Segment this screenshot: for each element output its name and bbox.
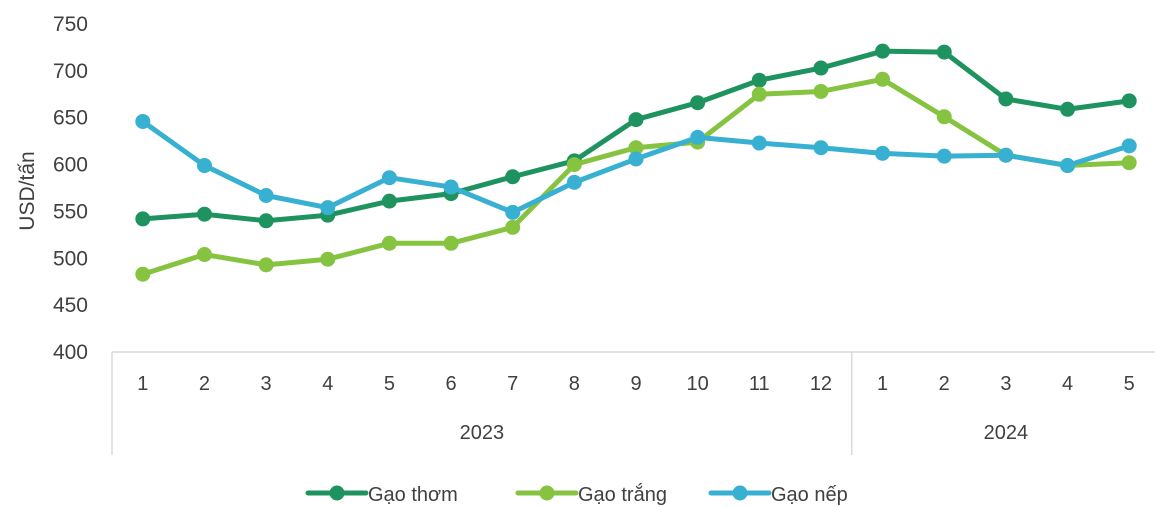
- data-point-2-8: [628, 151, 644, 167]
- month-label-6: 7: [507, 373, 518, 395]
- month-label-14: 3: [1000, 373, 1011, 395]
- data-point-0-8: [628, 112, 644, 128]
- y-tick-label-650: 650: [53, 107, 88, 130]
- series-line-2: [140, 118, 1132, 215]
- data-point-1-3: [320, 251, 336, 267]
- axes: [111, 351, 1155, 455]
- data-point-1-12: [875, 71, 891, 87]
- month-label-11: 12: [810, 373, 832, 395]
- month-label-12: 1: [877, 373, 888, 395]
- month-label-0: 1: [137, 373, 148, 395]
- month-label-15: 4: [1062, 373, 1073, 395]
- legend: Gạo thơm Gạo trắng Gạo nếp: [305, 483, 848, 506]
- data-point-0-2: [258, 213, 274, 229]
- data-point-2-2: [258, 188, 274, 203]
- data-point-1-10: [751, 86, 767, 102]
- y-tick-label-750: 750: [53, 13, 88, 36]
- data-point-2-15: [1060, 158, 1076, 174]
- legend-marker-0: [329, 485, 345, 501]
- data-point-0-16: [1121, 93, 1137, 109]
- series-line-0: [140, 48, 1132, 224]
- data-point-2-13: [936, 148, 952, 164]
- data-point-2-11: [813, 140, 829, 156]
- series-line-1: [140, 76, 1132, 277]
- legend-label-2: Gạo nếp: [771, 484, 848, 506]
- month-label-3: 4: [322, 373, 333, 395]
- legend-marker-1: [539, 485, 555, 501]
- y-tick-label-600: 600: [53, 154, 88, 177]
- y-tick-label-450: 450: [53, 294, 88, 317]
- month-label-7: 8: [569, 373, 580, 395]
- y-axis-ticks: 400 450 500 550 600 650 700 750: [53, 13, 88, 364]
- y-tick-label-500: 500: [53, 247, 88, 270]
- data-point-0-1: [196, 206, 212, 222]
- data-point-2-4: [381, 170, 397, 186]
- month-label-2: 3: [261, 373, 272, 395]
- year-label-2024: 2024: [984, 422, 1029, 444]
- data-point-2-5: [443, 179, 459, 195]
- month-label-4: 5: [384, 373, 395, 395]
- series-2: [135, 113, 1137, 220]
- legend-item-1: Gạo trắng: [515, 483, 667, 506]
- series-group: [135, 43, 1137, 282]
- data-point-0-9: [690, 95, 706, 111]
- legend-label-0: Gạo thơm: [368, 484, 458, 506]
- data-point-2-0: [135, 113, 151, 129]
- y-tick-label-700: 700: [53, 60, 88, 83]
- y-tick-label-400: 400: [53, 341, 88, 364]
- month-label-1: 2: [199, 373, 210, 395]
- data-point-1-13: [936, 109, 952, 125]
- data-point-1-1: [196, 247, 212, 263]
- data-point-2-14: [998, 147, 1014, 163]
- data-point-0-11: [813, 60, 829, 76]
- legend-item-2: Gạo nếp: [708, 484, 848, 506]
- data-point-0-12: [875, 43, 891, 59]
- data-point-0-6: [505, 169, 521, 185]
- data-point-1-7: [566, 157, 582, 173]
- legend-label-1: Gạo trắng: [578, 483, 667, 506]
- data-point-1-16: [1121, 155, 1137, 171]
- data-point-2-1: [196, 158, 212, 174]
- data-point-2-16: [1121, 138, 1137, 154]
- data-point-0-14: [998, 91, 1014, 107]
- data-point-1-11: [813, 83, 829, 99]
- legend-item-0: Gạo thơm: [305, 484, 458, 506]
- data-point-1-6: [505, 219, 521, 235]
- data-point-2-6: [505, 204, 521, 220]
- year-label-2023: 2023: [460, 422, 505, 444]
- data-point-1-8: [628, 140, 644, 156]
- month-label-10: 11: [749, 373, 770, 395]
- y-tick-label-550: 550: [53, 200, 88, 223]
- y-axis-title: USD/tấn: [16, 151, 39, 230]
- month-label-13: 2: [939, 373, 950, 395]
- month-label-16: 5: [1124, 373, 1135, 395]
- data-point-0-13: [936, 44, 952, 60]
- data-point-0-10: [751, 72, 767, 88]
- month-label-8: 9: [630, 373, 641, 395]
- data-point-1-5: [443, 235, 459, 251]
- data-point-0-15: [1060, 101, 1076, 117]
- data-point-1-0: [135, 266, 151, 282]
- series-1: [135, 71, 1137, 282]
- data-point-2-9: [690, 129, 706, 145]
- data-point-1-2: [258, 257, 274, 273]
- data-point-2-7: [566, 174, 582, 190]
- data-point-2-12: [875, 145, 891, 161]
- month-label-5: 6: [445, 373, 456, 395]
- data-point-0-4: [381, 193, 397, 209]
- data-point-2-10: [751, 135, 767, 151]
- month-label-9: 10: [687, 373, 709, 395]
- legend-marker-2: [732, 485, 748, 501]
- data-point-2-3: [320, 200, 336, 216]
- data-point-0-0: [135, 211, 151, 227]
- data-point-1-4: [381, 235, 397, 251]
